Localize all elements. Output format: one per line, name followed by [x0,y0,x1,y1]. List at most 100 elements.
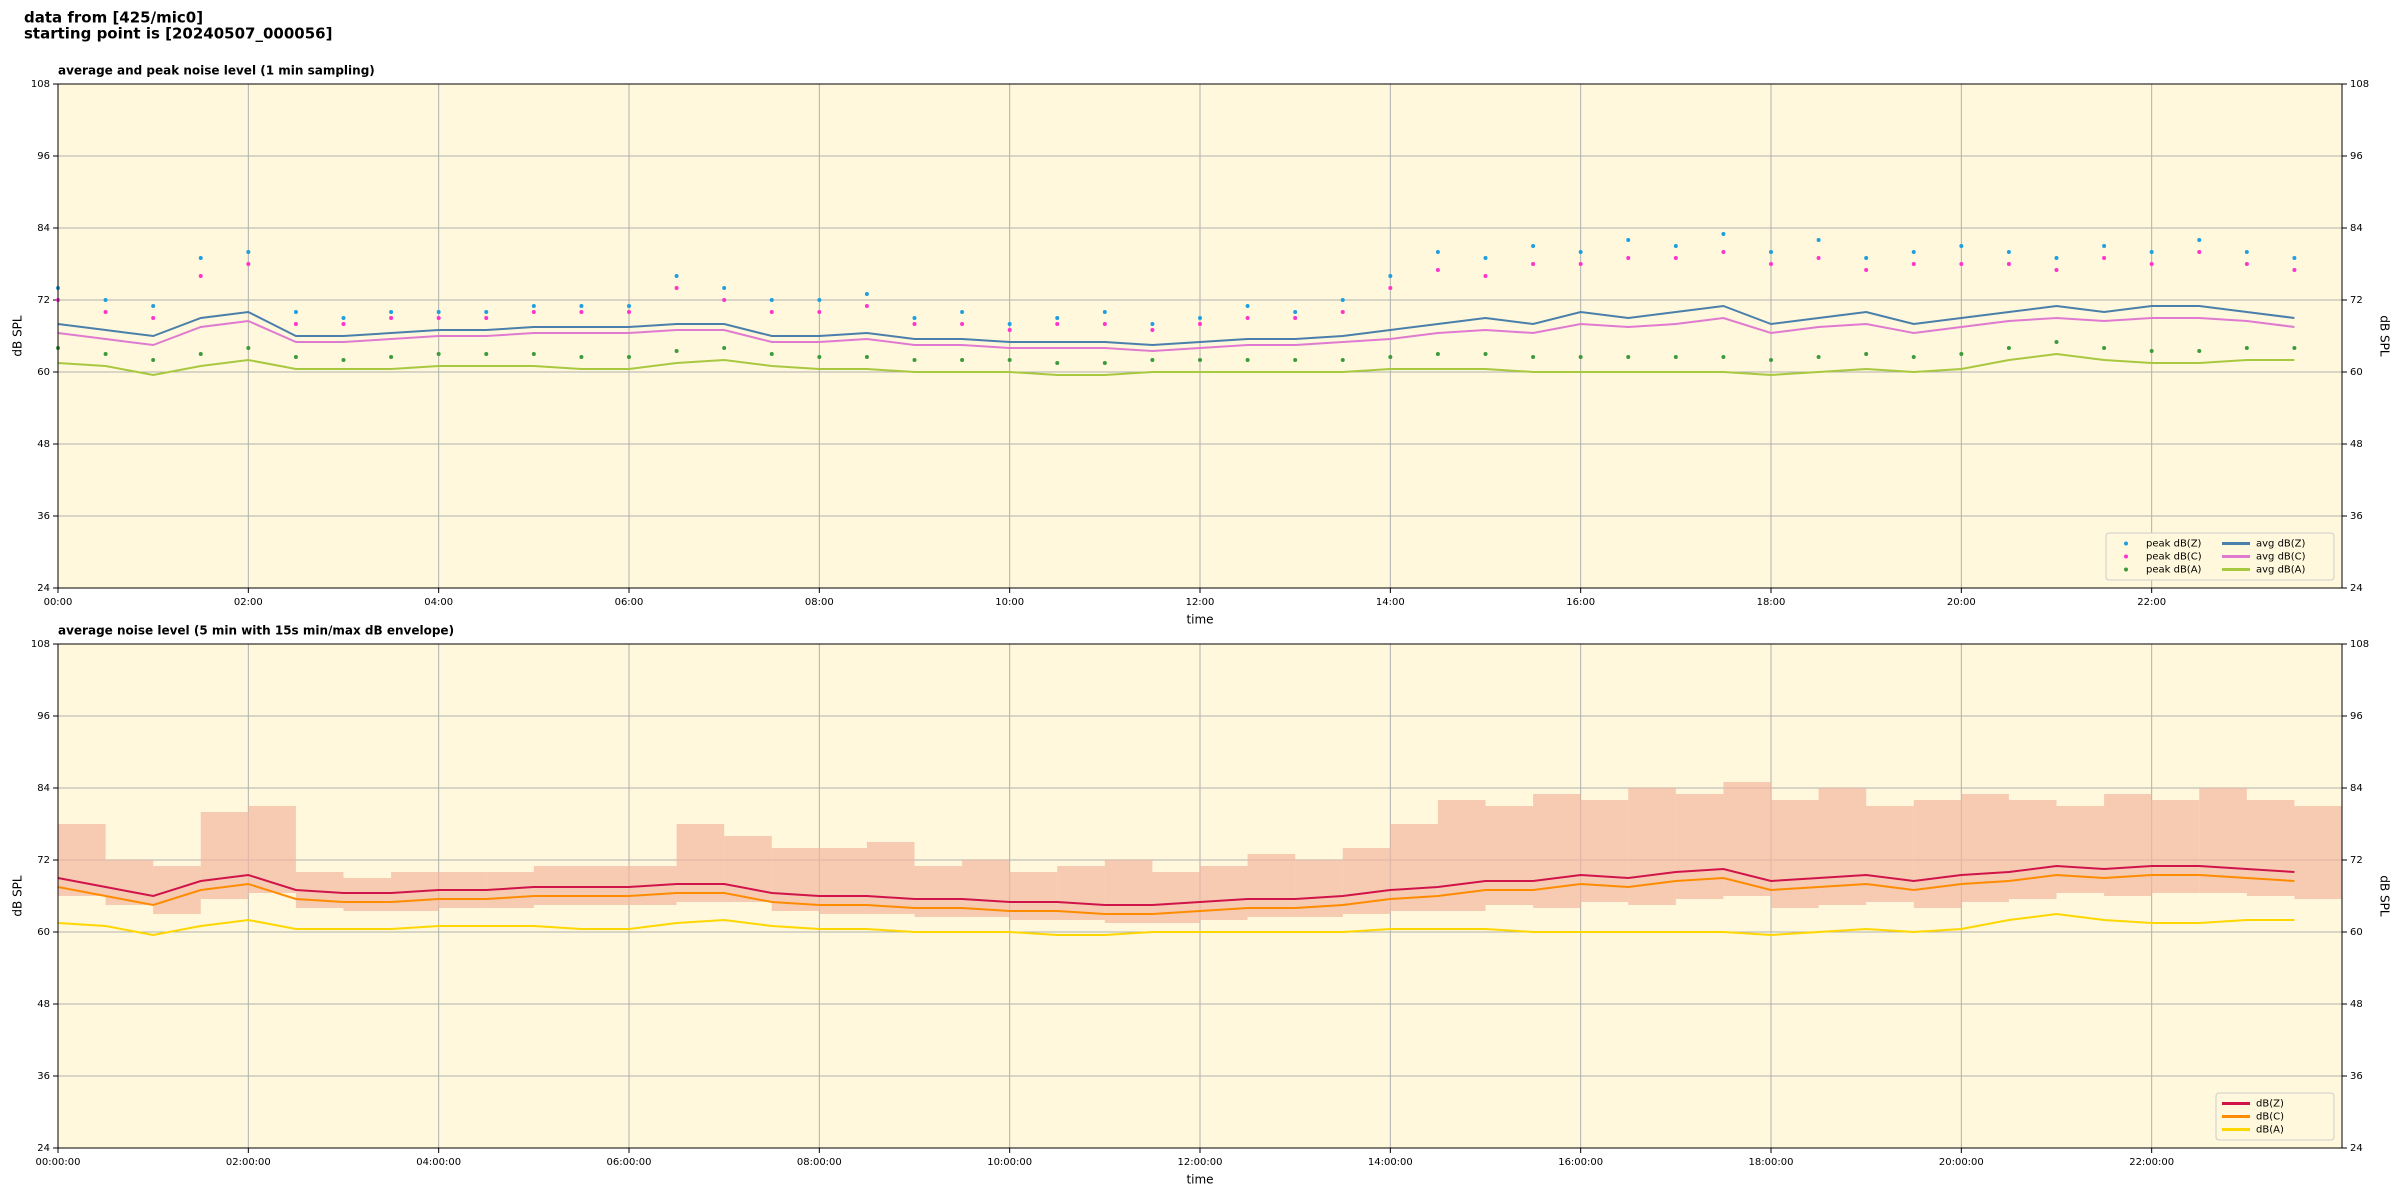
y-tick-label: 24 [2350,583,2363,594]
y-tick-label: 96 [37,151,50,162]
peak-point [2197,349,2202,353]
peak-point [1721,250,1726,254]
y-tick-label: 60 [37,367,50,378]
peak-point [1245,358,1250,362]
peak-point [389,310,394,314]
peak-point [912,316,917,320]
y-tick-label: 36 [37,1071,50,1082]
y-axis-label: dB SPL [2378,315,2392,357]
peak-point [531,304,536,308]
peak-point [864,355,869,359]
y-tick-label: 36 [2350,1071,2363,1082]
peak-point [151,304,156,308]
y-tick-label: 84 [2350,223,2363,234]
peak-point [1626,355,1631,359]
peak-point [293,355,298,359]
peak-point [1007,328,1012,332]
peak-point [341,316,346,320]
envelope [2056,806,2105,893]
peak-point [579,304,584,308]
envelope [343,878,392,911]
peak-point [1340,358,1345,362]
peak-point [1911,262,1916,266]
peak-point [2149,262,2154,266]
x-tick-label: 20:00 [1947,597,1976,608]
x-tick-label: 08:00 [805,597,834,608]
peak-point [1911,250,1916,254]
envelope [1533,794,1581,908]
peak-point [960,358,965,362]
peak-point [817,298,822,302]
x-tick-label: 04:00 [424,597,453,608]
peak-point [2197,238,2202,242]
legend-label: dB(C) [2256,1112,2284,1123]
peak-point [1007,322,1012,326]
envelope [1961,794,2009,902]
peak-point [769,310,774,314]
peak-point [1816,256,1821,260]
peak-point [1911,355,1916,359]
y-tick-label: 84 [37,223,50,234]
peak-point [293,322,298,326]
peak-point [1435,268,1440,272]
peak-point [436,352,441,356]
x-axis-label: time [1186,1173,1213,1187]
peak-point [2244,250,2249,254]
peak-point [2149,349,2154,353]
peak-point [579,310,584,314]
peak-point [531,352,536,356]
envelope [1152,872,1200,923]
peak-point [817,355,822,359]
legend-label: avg dB(Z) [2256,539,2306,550]
peak-point [1959,262,1964,266]
envelope [1009,872,1058,920]
peak-point [293,310,298,314]
plot-title: average noise level (5 min with 15s min/… [58,624,454,638]
peak-point [627,304,631,308]
peak-point [1055,361,1060,365]
peak-point [1626,238,1631,242]
peak-point [2006,262,2011,266]
y-tick-label: 24 [2350,1143,2363,1154]
x-tick-label: 04:00:00 [416,1157,461,1168]
peak-point [246,346,251,350]
x-tick-label: 18:00:00 [1749,1157,1794,1168]
legend-marker [2124,567,2128,572]
y-tick-label: 108 [2350,79,2369,90]
peak-point [1150,358,1155,362]
peak-point [960,322,965,326]
peak-point [1435,250,1440,254]
header-line: data from [425/mic0] [24,9,203,27]
y-tick-label: 36 [2350,511,2363,522]
peak-point [674,286,679,290]
peak-point [1388,286,1393,290]
envelope [1913,800,1962,908]
peak-point [1055,316,1060,320]
peak-point [151,358,156,362]
peak-point [484,316,489,320]
envelope [914,866,963,917]
envelope [676,824,725,902]
peak-point [627,310,631,314]
peak-point [246,250,251,254]
legend-label: dB(Z) [2256,1099,2284,1110]
peak-point [912,322,917,326]
peak-point [1816,238,1821,242]
y-tick-label: 96 [2350,711,2363,722]
peak-point [1578,250,1583,254]
peak-point [864,304,869,308]
peak-point [1245,304,1250,308]
peak-point [1769,250,1773,254]
peak-point [2292,346,2297,350]
peak-point [2244,346,2249,350]
x-tick-label: 16:00 [1566,597,1595,608]
x-tick-label: 02:00 [234,597,263,608]
x-tick-label: 14:00 [1376,597,1405,608]
peak-point [1578,355,1583,359]
envelope [2151,800,2200,893]
peak-point [1435,352,1440,356]
peak-point [1531,262,1536,266]
y-tick-label: 48 [2350,439,2363,450]
peak-point [1816,355,1821,359]
